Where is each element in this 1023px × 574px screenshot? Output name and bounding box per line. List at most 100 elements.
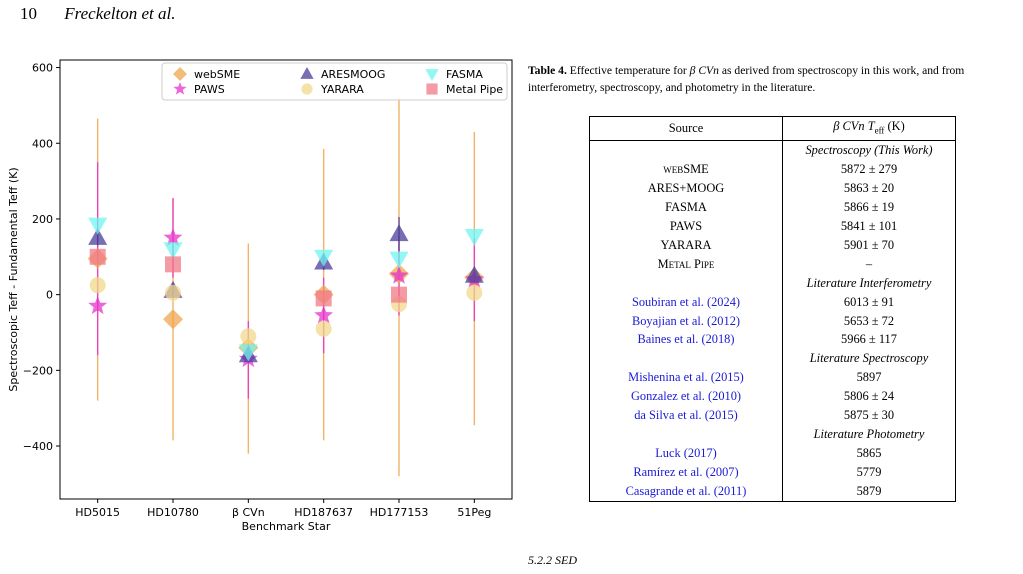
teff-value: 5806 ± 24 xyxy=(782,387,956,407)
table-row: Ramírez et al. (2007) 5779 xyxy=(589,462,956,482)
y-tick-label: 0 xyxy=(46,289,53,302)
legend-label: ARESMOOG xyxy=(321,68,385,81)
teff-value: 5875 ± 30 xyxy=(782,406,956,425)
table-section-row: Spectroscopy (This Work) xyxy=(589,140,956,161)
data-point xyxy=(464,265,484,283)
teff-value: 5841 ± 101 xyxy=(782,217,956,236)
data-point xyxy=(389,265,409,284)
y-tick-label: −200 xyxy=(23,364,53,377)
section-label: Literature Photometry xyxy=(782,424,956,444)
teff-value: 5863 ± 20 xyxy=(782,179,956,199)
data-point xyxy=(391,286,407,303)
legend-label: Metal Pipe xyxy=(446,83,503,96)
table-row: Baines et al. (2018) 5966 ± 117 xyxy=(589,330,956,350)
subsection-heading: 5.2.2 SED xyxy=(528,553,577,567)
y-axis-label: Spectroscopic Teff - Fundamental Teff (K… xyxy=(7,167,20,391)
x-tick-label: HD10780 xyxy=(147,506,199,519)
y-tick-label: 600 xyxy=(32,62,53,75)
caption-text-b: as derived from spectroscopy in this wor… xyxy=(528,64,965,94)
citation[interactable]: Ramírez et al. (2007) xyxy=(589,462,783,482)
x-axis-label: Benchmark Star xyxy=(242,520,331,533)
source-name: Metal Pipe xyxy=(589,254,783,274)
x-tick-label: HD5015 xyxy=(75,506,120,519)
section-label: Literature Spectroscopy xyxy=(782,349,956,369)
citation[interactable]: Gonzalez et al. (2010) xyxy=(589,387,783,407)
table-row: Luck (2017) 5865 xyxy=(589,443,956,463)
page-number: 10 xyxy=(20,4,37,23)
table-row: Boyajian et al. (2012) 5653 ± 72 xyxy=(589,311,956,331)
teff-value: 5653 ± 72 xyxy=(782,311,956,331)
table-row: webSME 5872 ± 279 xyxy=(589,160,956,180)
data-point xyxy=(464,228,484,246)
table-row: Casagrande et al. (2011) 5879 xyxy=(589,481,956,502)
source-name: ARES+MOOG xyxy=(589,179,783,199)
y-tick-label: 200 xyxy=(32,213,53,226)
teff-value: 6013 ± 91 xyxy=(782,292,956,312)
x-tick-label: HD187637 xyxy=(294,506,353,519)
source-name: YARARA xyxy=(589,235,783,255)
data-point xyxy=(389,251,409,269)
table-row: PAWS 5841 ± 101 xyxy=(589,217,956,236)
data-point xyxy=(88,227,108,245)
data-point xyxy=(165,284,181,301)
table-row: Soubiran et al. (2024) 6013 ± 91 xyxy=(589,292,956,312)
legend-box xyxy=(161,62,508,101)
data-point xyxy=(88,217,108,235)
table-body: Spectroscopy (This Work) webSME 5872 ± 279… xyxy=(589,140,956,502)
data-point xyxy=(89,248,106,265)
y-tick-label: −400 xyxy=(23,440,53,453)
teff-value: 5897 xyxy=(782,368,956,388)
data-point xyxy=(165,256,181,273)
citation[interactable]: Soubiran et al. (2024) xyxy=(589,292,783,312)
table-row: YARARA 5901 ± 70 xyxy=(589,235,956,255)
data-point xyxy=(163,242,183,260)
table-row: Mishenina et al. (2015) 5897 xyxy=(589,368,956,388)
legend-label: PAWS xyxy=(194,83,225,96)
legend-marker xyxy=(173,67,187,81)
col-value-T: Teff xyxy=(867,119,885,136)
legend-marker xyxy=(426,83,438,95)
teff-value: 5866 ± 19 xyxy=(782,198,956,217)
benchmark-teff-chart: −400 −200 0 200 400 600 HD5015 HD10780 β CVn HD18… xyxy=(7,59,513,533)
table-section-row: Literature Photometry xyxy=(589,424,956,444)
data-point xyxy=(89,277,106,294)
citation[interactable]: Casagrande et al. (2011) xyxy=(589,481,783,502)
col-source-header: Source xyxy=(589,116,783,142)
teff-value: 5779 xyxy=(782,462,956,482)
page-header: 10 Freckelton et al. xyxy=(20,4,176,24)
table-section-row: Literature Spectroscopy xyxy=(589,349,956,369)
source-name: PAWS xyxy=(589,217,783,236)
citation[interactable]: Baines et al. (2018) xyxy=(589,330,783,350)
table-row: ARES+MOOG 5863 ± 20 xyxy=(589,179,956,199)
legend-label: YARARA xyxy=(320,83,364,96)
section-label: Literature Interferometry xyxy=(782,273,956,293)
teff-value: – xyxy=(782,254,956,274)
teff-value: 5966 ± 117 xyxy=(782,330,956,350)
caption-label: Table 4. xyxy=(528,64,567,77)
legend-label: FASMA xyxy=(446,68,483,81)
teff-value: 5879 xyxy=(782,481,956,502)
teff-value: 5865 xyxy=(782,443,956,463)
x-tick-label: β CVn xyxy=(232,506,265,519)
legend-marker xyxy=(173,82,187,95)
citation[interactable]: Boyajian et al. (2012) xyxy=(589,311,783,331)
teff-table: Source β CVn Teff (K) Spectroscopy (This… xyxy=(589,116,956,502)
plot-frame xyxy=(59,59,513,500)
section-label: Spectroscopy (This Work) xyxy=(782,140,956,161)
teff-value: 5872 ± 279 xyxy=(782,160,956,180)
citation[interactable]: da Silva et al. (2015) xyxy=(589,406,783,425)
table-row: FASMA 5866 ± 19 xyxy=(589,198,956,217)
caption-star: β CVn xyxy=(689,64,719,77)
table-row: da Silva et al. (2015) 5875 ± 30 xyxy=(589,406,956,425)
legend-marker xyxy=(425,69,439,81)
running-authors: Freckelton et al. xyxy=(64,4,176,23)
data-point xyxy=(389,224,409,242)
data-point xyxy=(163,309,183,330)
caption-text-a: Effective temperature for xyxy=(569,64,687,77)
data-point xyxy=(315,290,332,307)
citation[interactable]: Mishenina et al. (2015) xyxy=(589,368,783,388)
x-tick-label: HD177153 xyxy=(370,506,429,519)
citation[interactable]: Luck (2017) xyxy=(589,443,783,463)
table-header-row: Source β CVn Teff (K) xyxy=(589,116,956,142)
table-section-row: Literature Interferometry xyxy=(589,273,956,293)
